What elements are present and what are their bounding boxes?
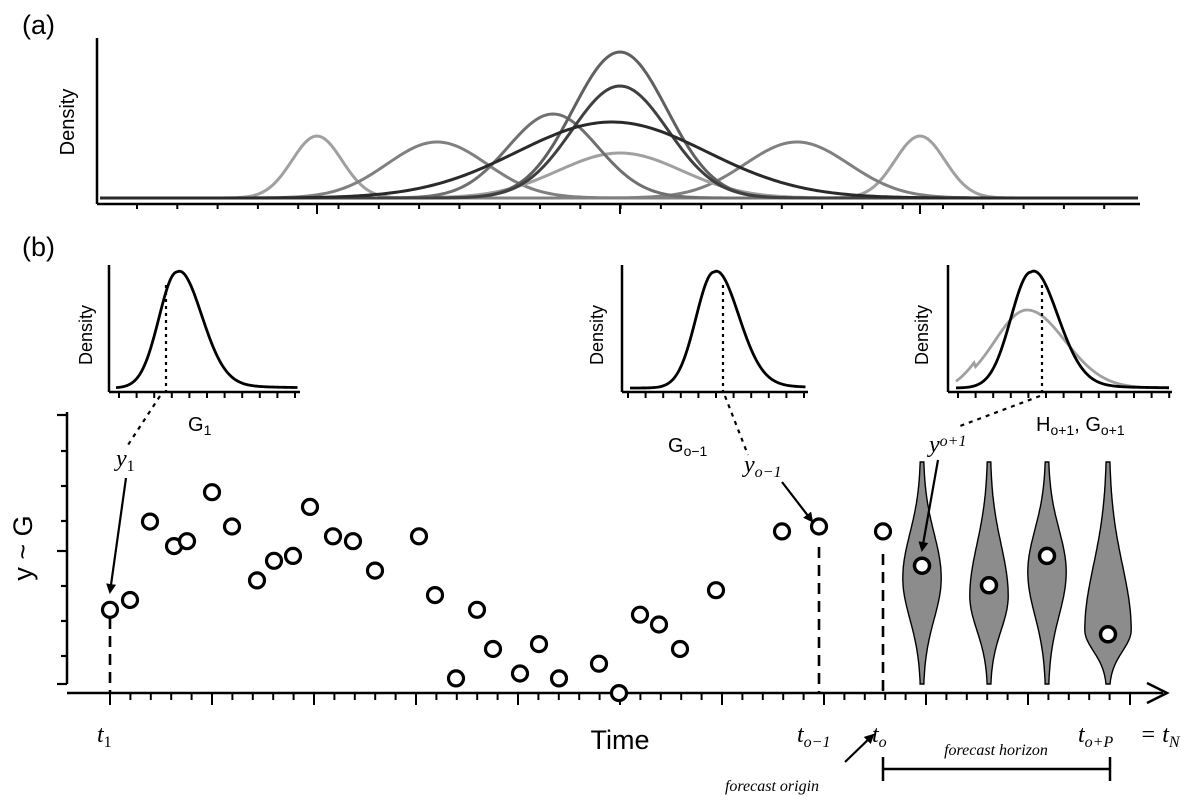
violin-2 <box>969 461 1009 685</box>
observation-point <box>549 669 569 688</box>
observation-point <box>247 571 267 590</box>
observations <box>100 483 1118 703</box>
panel-b-xlabel: Time <box>591 725 650 755</box>
vertical-dashed-lines <box>108 547 885 693</box>
observation-point <box>323 527 343 546</box>
observation-point <box>140 512 160 531</box>
observation-point <box>510 664 530 683</box>
density-curve-8 <box>100 84 1138 200</box>
arrow-yo-1 <box>781 481 814 523</box>
observation-point <box>873 522 893 541</box>
observation-point <box>425 585 445 605</box>
forecast-violins <box>902 461 1132 685</box>
tick-label-to: to <box>872 722 887 751</box>
observation-point <box>483 639 503 659</box>
observation-point <box>343 532 363 551</box>
arrow-forecast-origin <box>844 733 875 763</box>
density-curve-7 <box>100 50 1138 200</box>
observation-point <box>912 556 932 575</box>
density-curve-5 <box>100 151 1138 200</box>
observation-point <box>365 561 385 580</box>
inset-density-3 <box>946 265 1172 398</box>
tick-label-toP: to+P <box>1078 722 1113 751</box>
forecast-origin-label: forecast origin <box>725 778 819 795</box>
density-curve-6 <box>100 112 1138 200</box>
observation-point <box>202 483 222 502</box>
observation-point <box>120 590 140 610</box>
observation-point <box>409 527 429 546</box>
violin-4 <box>1084 461 1132 685</box>
observation-point <box>772 522 792 541</box>
observation-point <box>1037 546 1057 566</box>
observation-point <box>1098 625 1118 644</box>
observation-point <box>264 551 284 570</box>
panel-a-density-curves <box>100 50 1138 200</box>
annotation-arrows <box>106 459 940 763</box>
observation-point <box>979 576 999 595</box>
density-curve-1 <box>100 134 1138 200</box>
observation-point <box>529 634 549 654</box>
panel-a-ticks <box>136 204 1106 214</box>
violin-3 <box>1027 461 1067 685</box>
observation-point <box>609 683 629 703</box>
inset-2-xlabel: Go−1 <box>668 435 708 459</box>
panel-a-label: (a) <box>22 10 55 40</box>
observation-point <box>649 615 669 634</box>
observation-point <box>300 497 320 516</box>
tick-label-to-1: to−1 <box>797 722 830 751</box>
inset-2-ylabel: Density <box>587 305 607 365</box>
tick-label-t1: t1 <box>97 722 112 751</box>
panel-b-label: (b) <box>22 232 55 262</box>
observation-point <box>283 546 303 566</box>
observation-point <box>589 654 609 673</box>
density-curve-9 <box>100 120 1138 200</box>
label-yo+1: yo+1 <box>927 432 966 458</box>
inset-3-xlabel: Ho+1, Go+1 <box>1036 414 1125 438</box>
inset-connectors <box>125 394 1041 456</box>
arrow-y1 <box>106 477 128 594</box>
panel-a-ylabel: Density <box>57 89 79 156</box>
observation-point <box>630 605 650 624</box>
density-curve-2 <box>100 134 1138 200</box>
observation-point <box>706 581 726 600</box>
arrow-yo+1 <box>918 459 940 552</box>
observation-point <box>177 532 197 551</box>
tick-label-tN: = tN <box>1140 722 1181 751</box>
forecast-horizon-label: forecast horizon <box>944 742 1048 759</box>
observation-point <box>446 669 466 688</box>
inset-density-2 <box>620 265 808 398</box>
forecast-horizon-bracket <box>881 757 1112 781</box>
label-y1: y1 <box>114 446 135 475</box>
label-yo-1: yo−1 <box>742 452 781 481</box>
inset-3-ylabel: Density <box>912 305 932 365</box>
inset-density-1 <box>107 265 300 398</box>
observation-point <box>222 517 242 536</box>
observation-point <box>100 600 120 619</box>
observation-point <box>809 517 829 536</box>
panel-b-ylabel: y ~ G <box>8 515 38 580</box>
observation-point <box>670 639 690 659</box>
panel-a-plot <box>95 38 1140 214</box>
observation-point <box>467 600 487 619</box>
inset-1-xlabel: G1 <box>188 414 212 438</box>
x-axis-arrowhead <box>1146 681 1170 705</box>
inset-1-ylabel: Density <box>76 305 96 365</box>
